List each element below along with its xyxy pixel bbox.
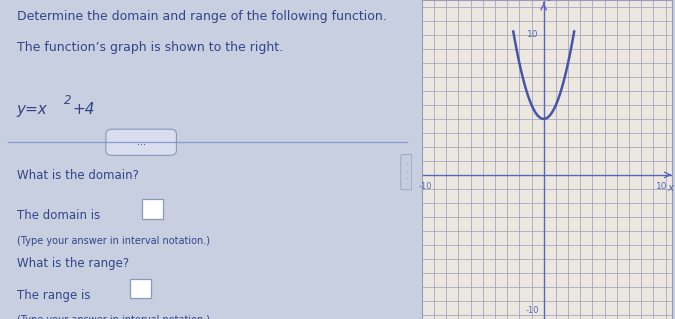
Text: +4: +4: [73, 102, 95, 117]
Text: -10: -10: [418, 182, 432, 191]
Text: y=x: y=x: [17, 102, 47, 117]
Text: Determine the domain and range of the following function.: Determine the domain and range of the fo…: [17, 10, 386, 23]
Text: 2: 2: [64, 94, 72, 107]
Text: x: x: [668, 183, 674, 193]
Text: The domain is: The domain is: [17, 209, 100, 222]
Text: ...: ...: [136, 137, 146, 147]
FancyBboxPatch shape: [106, 129, 176, 155]
Text: The range is: The range is: [17, 289, 90, 302]
Text: 10: 10: [527, 31, 539, 40]
Text: What is the range?: What is the range?: [17, 257, 129, 270]
Text: y: y: [547, 0, 554, 1]
Text: ·
·
·: · · ·: [405, 162, 408, 182]
FancyBboxPatch shape: [142, 199, 163, 219]
Text: -10: -10: [525, 306, 539, 315]
FancyBboxPatch shape: [130, 279, 151, 298]
Text: (Type your answer in interval notation.): (Type your answer in interval notation.): [17, 236, 210, 246]
Text: The function’s graph is shown to the right.: The function’s graph is shown to the rig…: [17, 41, 283, 55]
FancyBboxPatch shape: [401, 155, 412, 190]
Text: What is the domain?: What is the domain?: [17, 169, 138, 182]
Text: 10: 10: [656, 182, 668, 191]
Text: (Type your answer in interval notation.): (Type your answer in interval notation.): [17, 315, 210, 319]
